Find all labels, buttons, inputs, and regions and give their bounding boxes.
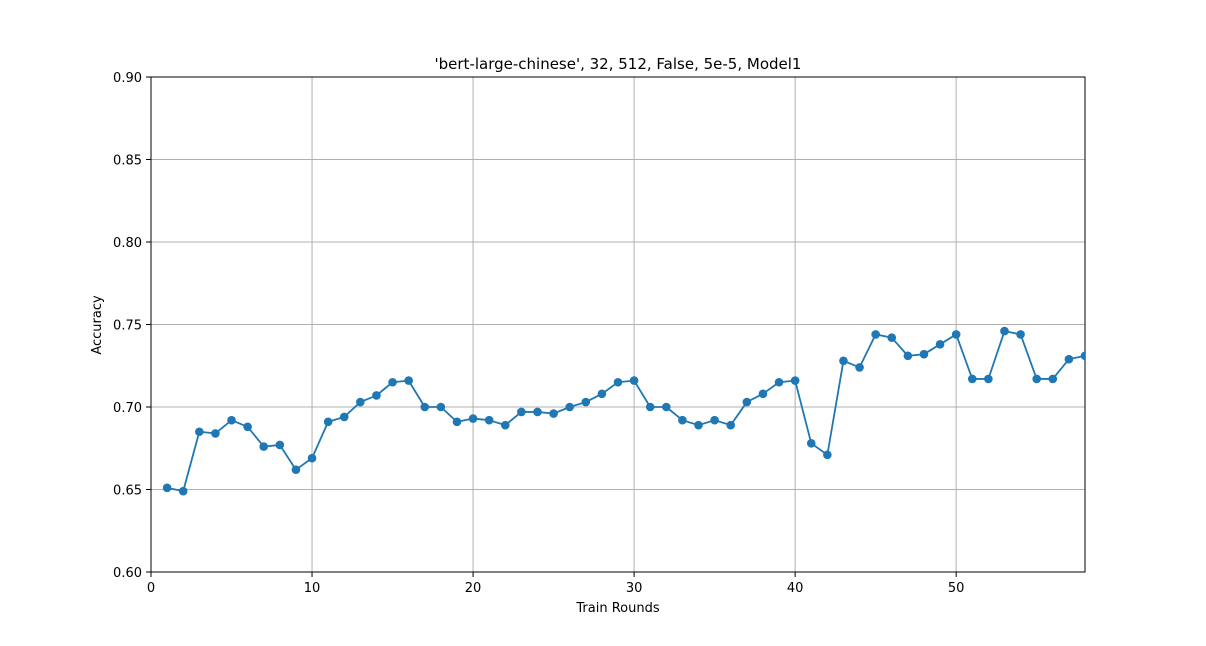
data-point[interactable]	[710, 415, 719, 425]
data-point[interactable]	[984, 374, 993, 384]
x-tick-label: 10	[304, 581, 321, 596]
data-point[interactable]	[243, 422, 252, 432]
data-point[interactable]	[678, 415, 687, 425]
x-tick-label: 0	[147, 581, 155, 596]
data-point[interactable]	[452, 417, 462, 427]
x-tick-label: 30	[626, 581, 643, 596]
series-0	[162, 326, 1090, 496]
data-point[interactable]	[484, 415, 494, 425]
data-point[interactable]	[500, 420, 510, 430]
data-point[interactable]	[388, 377, 397, 387]
data-point[interactable]	[1048, 374, 1058, 384]
data-point[interactable]	[694, 420, 703, 430]
x-axis-label: Train Rounds	[575, 601, 659, 616]
data-point[interactable]	[742, 397, 752, 407]
data-point[interactable]	[774, 377, 784, 387]
data-point[interactable]	[951, 330, 961, 339]
data-point[interactable]	[645, 402, 655, 412]
x-tick-label: 50	[948, 581, 965, 596]
data-point[interactable]	[227, 415, 236, 425]
data-point[interactable]	[436, 402, 446, 412]
data-point[interactable]	[1064, 354, 1074, 364]
data-point[interactable]	[323, 417, 333, 427]
data-point[interactable]	[1080, 351, 1090, 361]
data-point[interactable]	[162, 483, 172, 493]
y-tick-label: 0.75	[113, 319, 142, 334]
axes: 0 10 20 30 40 50 0.60 0.65 0.70 0.75 0.80 0.85 0.90	[113, 71, 1086, 596]
data-point[interactable]	[1016, 330, 1025, 339]
y-tick-label: 0.65	[113, 484, 142, 499]
data-point[interactable]	[420, 402, 430, 412]
data-point[interactable]	[339, 412, 349, 422]
series-layer	[162, 326, 1090, 496]
data-point[interactable]	[211, 429, 220, 438]
data-point[interactable]	[549, 409, 558, 418]
data-point[interactable]	[839, 356, 848, 366]
x-tick-label: 20	[465, 581, 482, 596]
data-point[interactable]	[565, 402, 574, 412]
data-point[interactable]	[372, 391, 381, 400]
data-point[interactable]	[967, 374, 977, 384]
data-point[interactable]	[758, 389, 768, 399]
y-tick-label: 0.70	[113, 401, 142, 416]
data-point[interactable]	[1032, 374, 1041, 384]
data-point[interactable]	[935, 340, 945, 349]
data-point[interactable]	[613, 377, 623, 387]
data-point[interactable]	[404, 376, 413, 385]
data-point[interactable]	[919, 349, 929, 359]
data-point[interactable]	[517, 407, 526, 417]
data-point[interactable]	[790, 376, 800, 385]
data-point[interactable]	[823, 450, 832, 460]
plot-frame	[150, 76, 1086, 573]
data-point[interactable]	[726, 420, 736, 430]
y-tick-label: 0.60	[113, 566, 142, 581]
x-tick-label: 40	[787, 581, 804, 596]
data-point[interactable]	[307, 453, 317, 463]
data-point[interactable]	[887, 333, 897, 343]
y-tick-label: 0.80	[113, 236, 142, 251]
data-point[interactable]	[581, 397, 591, 407]
data-point[interactable]	[1000, 326, 1009, 336]
data-point[interactable]	[275, 440, 285, 450]
data-point[interactable]	[468, 414, 478, 423]
chart-title: 'bert-large-chinese', 32, 512, False, 5e…	[435, 55, 802, 73]
data-point[interactable]	[806, 439, 816, 448]
series-line	[166, 330, 1085, 493]
data-point[interactable]	[597, 389, 607, 399]
data-point[interactable]	[855, 363, 864, 372]
data-point[interactable]	[629, 376, 639, 385]
data-point[interactable]	[533, 407, 542, 417]
data-point[interactable]	[178, 486, 188, 496]
data-point[interactable]	[662, 402, 671, 412]
data-point[interactable]	[259, 442, 269, 451]
data-point[interactable]	[903, 351, 913, 361]
data-point[interactable]	[871, 330, 880, 339]
data-point[interactable]	[195, 427, 204, 437]
y-tick-label: 0.90	[113, 71, 142, 86]
y-axis-label: Accuracy	[90, 295, 105, 355]
data-point[interactable]	[356, 397, 365, 407]
y-tick-label: 0.85	[113, 154, 142, 169]
grid	[150, 76, 1085, 573]
data-point[interactable]	[291, 465, 301, 475]
